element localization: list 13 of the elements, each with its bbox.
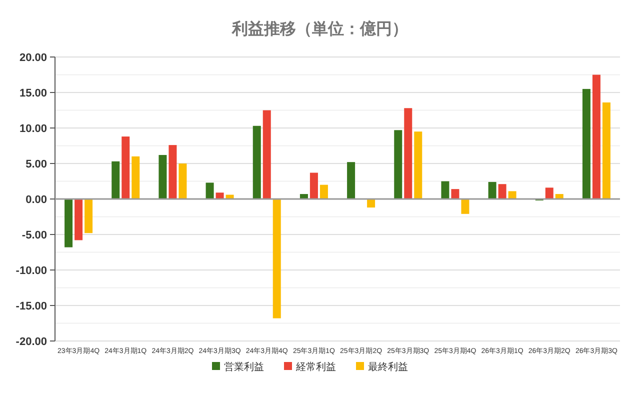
y-tick-label: 10.00 — [19, 123, 47, 135]
y-tick-label: 5.00 — [26, 158, 47, 170]
y-tick-label: -5.00 — [22, 230, 47, 242]
legend-label: 経常利益 — [295, 361, 336, 373]
y-tick-label: 15.00 — [19, 88, 47, 100]
legend-label: 最終利益 — [368, 361, 408, 373]
y-tick-label: -20.00 — [16, 336, 47, 348]
chart-title: 利益推移（単位：億円） — [231, 20, 408, 38]
y-tick-label: -15.00 — [16, 300, 47, 312]
y-tick-label: 0.00 — [26, 194, 47, 206]
legend-label: 営業利益 — [224, 361, 264, 373]
y-tick-label: -10.00 — [16, 265, 47, 277]
y-tick-label: 20.00 — [19, 52, 47, 64]
